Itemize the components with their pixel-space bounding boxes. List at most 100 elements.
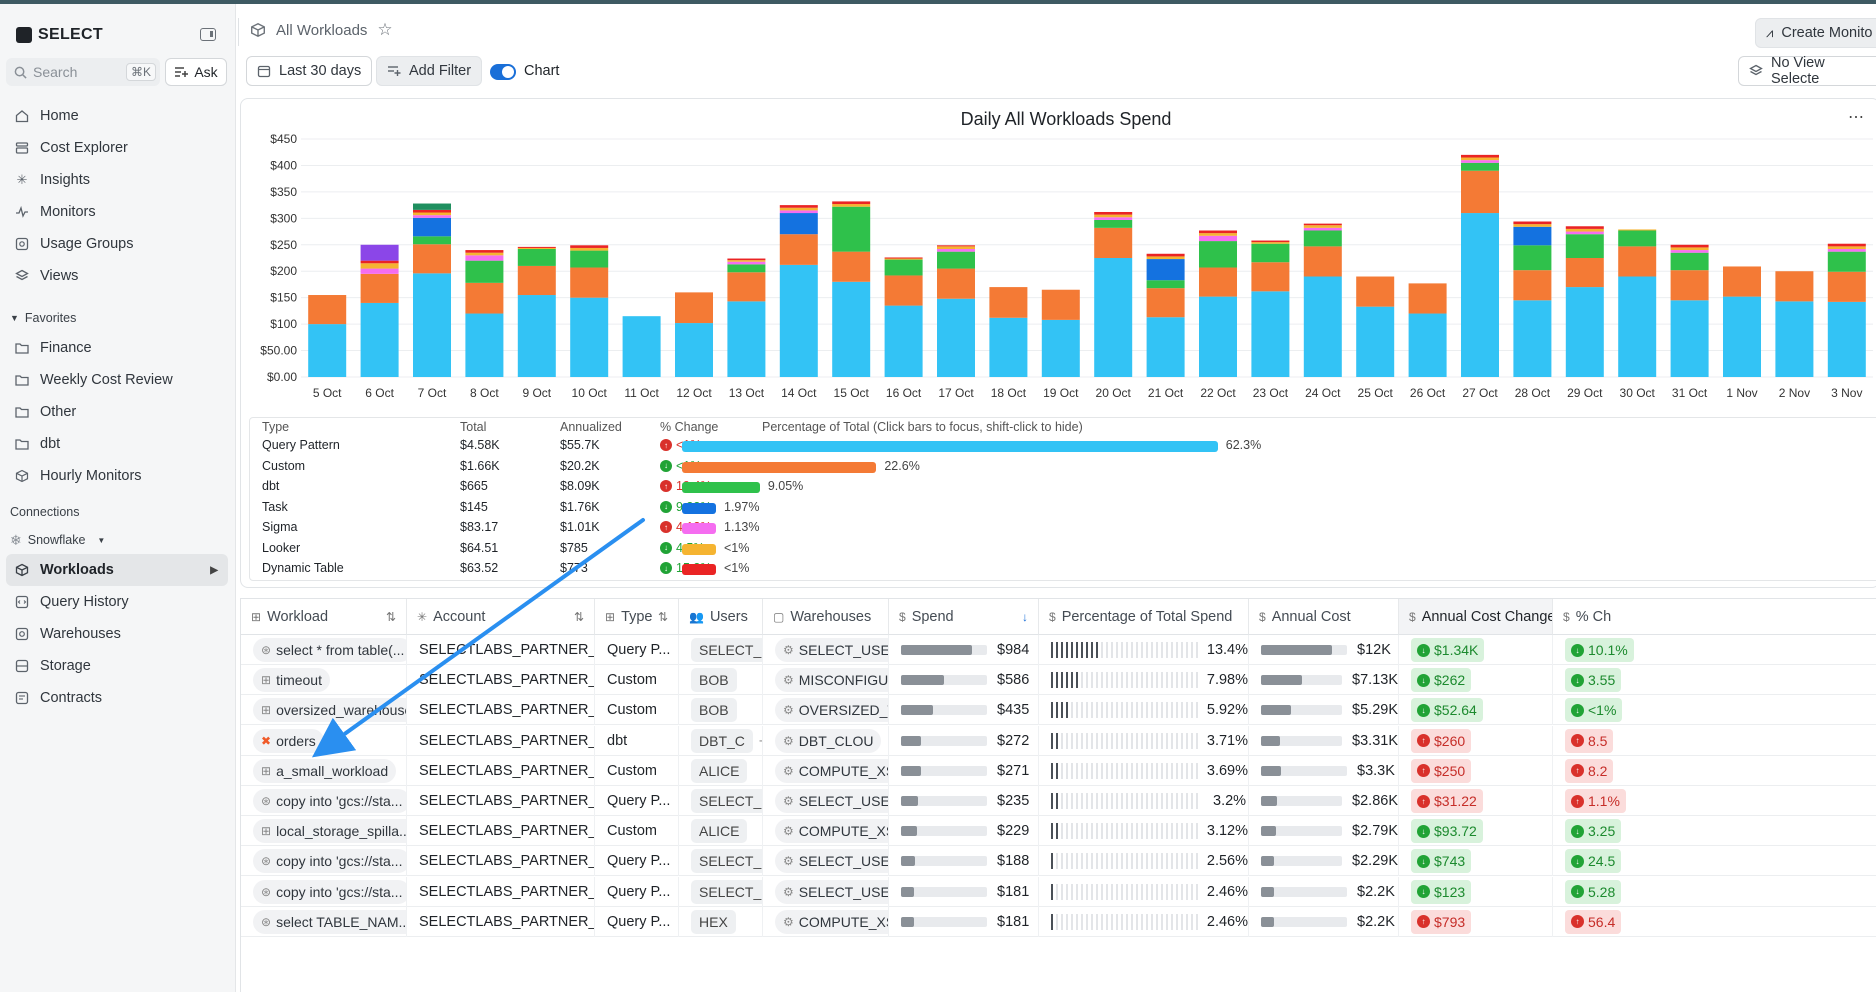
more-users-count[interactable]: +2: [759, 733, 762, 748]
bar-segment[interactable]: [1199, 233, 1237, 236]
bar-segment[interactable]: [727, 301, 766, 377]
bar-segment[interactable]: [1356, 276, 1395, 307]
workload-pill[interactable]: ⊛ copy into 'gcs://sta...: [253, 879, 406, 904]
bar-segment[interactable]: [1303, 225, 1342, 228]
column-header-type[interactable]: ⊞ Type ⇅: [595, 599, 679, 635]
warehouse-pill[interactable]: ⚙ MISCONFIGUR: [775, 668, 888, 693]
bar-segment[interactable]: [1565, 228, 1604, 232]
workload-pill[interactable]: ✖ orders: [253, 728, 324, 753]
sort-desc-icon[interactable]: ↓: [1022, 609, 1028, 624]
bar-segment[interactable]: [1513, 226, 1552, 246]
bar-segment[interactable]: [465, 255, 504, 261]
bar-segment[interactable]: [884, 275, 923, 306]
bar-segment[interactable]: [1199, 235, 1237, 242]
table-row[interactable]: ⊞ local_storage_spilla... SELECTLABS_PARTN…: [241, 816, 1876, 847]
bar-segment[interactable]: [937, 268, 975, 299]
bar-segment[interactable]: [1303, 276, 1342, 377]
bar-segment[interactable]: [727, 261, 766, 265]
bar-segment[interactable]: [1251, 262, 1290, 292]
table-row[interactable]: ⊞ timeout SELECTLABS_PARTNER_A... Custom BOB…: [241, 665, 1876, 696]
bar-segment[interactable]: [1094, 219, 1133, 228]
bar-segment[interactable]: [1775, 271, 1814, 302]
legend-row[interactable]: Dynamic Table$63.52$773↓15.3%<1%: [250, 559, 1876, 579]
nav-item-cost-explorer[interactable]: Cost Explorer: [6, 132, 228, 164]
bar-segment[interactable]: [413, 217, 451, 237]
bar-segment[interactable]: [1565, 287, 1604, 377]
favorite-item-dbt[interactable]: dbt: [6, 428, 228, 460]
bar-segment[interactable]: [570, 267, 609, 298]
bar-segment[interactable]: [779, 210, 818, 214]
sidebar-collapse-icon[interactable]: [200, 28, 216, 41]
user-tag[interactable]: BOB: [691, 668, 737, 693]
bar-segment[interactable]: [1041, 289, 1080, 320]
user-tag[interactable]: DBT_C: [691, 728, 753, 753]
workload-pill[interactable]: ⊞ oversized_warehouse: [253, 698, 406, 723]
bar-segment[interactable]: [1670, 252, 1709, 271]
legend-share-bar[interactable]: [682, 543, 716, 555]
bar-segment[interactable]: [937, 249, 975, 252]
column-header-users[interactable]: 👥 Users: [679, 599, 763, 635]
nav-item-contracts[interactable]: Contracts: [6, 682, 228, 714]
workload-pill[interactable]: ⊛ copy into 'gcs://sta...: [253, 789, 406, 813]
table-row[interactable]: ⊞ a_small_workload SELECTLABS_PARTNER_A...…: [241, 755, 1876, 786]
date-range-button[interactable]: Last 30 days: [246, 56, 373, 86]
bar-segment[interactable]: [779, 234, 818, 265]
column-header-warehouses[interactable]: ▢ Warehouses: [763, 599, 889, 635]
nav-item-warehouses[interactable]: Warehouses: [6, 618, 228, 650]
bar-segment[interactable]: [1146, 253, 1185, 257]
user-tag[interactable]: BOB: [691, 698, 737, 723]
bar-segment[interactable]: [937, 298, 975, 377]
bar-segment[interactable]: [1461, 157, 1499, 161]
bar-segment[interactable]: [1199, 241, 1237, 268]
bar-segment[interactable]: [1827, 301, 1866, 377]
column-header-percentage-of-total-spend[interactable]: $ Percentage of Total Spend: [1039, 599, 1249, 635]
bar-segment[interactable]: [1146, 259, 1185, 281]
bar-segment[interactable]: [832, 201, 871, 205]
favorite-item-hourly-monitors[interactable]: Hourly Monitors: [6, 460, 228, 492]
bar-segment[interactable]: [675, 292, 713, 324]
legend-row[interactable]: Task$145$1.76K↓9.33%1.97%: [250, 498, 1876, 518]
bar-segment[interactable]: [1618, 276, 1657, 377]
bar-segment[interactable]: [1513, 221, 1552, 225]
bar-segment[interactable]: [1565, 234, 1604, 258]
user-tag[interactable]: ALICE: [691, 819, 748, 844]
bar-segment[interactable]: [570, 250, 609, 268]
bar-segment[interactable]: [1461, 160, 1499, 163]
bar-segment[interactable]: [360, 268, 399, 274]
more-warehouses-count[interactable]: +2: [887, 733, 888, 748]
bar-segment[interactable]: [1827, 243, 1866, 247]
table-row[interactable]: ⊛ select * from table(... SELECTLABS_PARTN…: [241, 635, 1876, 665]
bar-segment[interactable]: [989, 287, 1028, 318]
bar-segment[interactable]: [1618, 230, 1657, 247]
bar-segment[interactable]: [1303, 223, 1342, 226]
favorite-item-other[interactable]: Other: [6, 396, 228, 428]
legend-row[interactable]: Looker$64.51$785↓4.5%<1%: [250, 539, 1876, 559]
bar-segment[interactable]: [1041, 319, 1080, 377]
user-tag[interactable]: ALICE: [691, 758, 748, 783]
legend-share-bar[interactable]: [682, 482, 760, 493]
table-row[interactable]: ⊛ copy into 'gcs://sta... SELECTLABS_PARTN…: [241, 876, 1876, 907]
bar-segment[interactable]: [1827, 271, 1866, 302]
more-options-icon[interactable]: ⋯: [1848, 109, 1865, 126]
legend-row[interactable]: Sigma$83.17$1.01K↑4.12%1.13%: [250, 518, 1876, 538]
bar-segment[interactable]: [779, 264, 818, 377]
view-select[interactable]: No View Selecte: [1738, 55, 1876, 87]
bar-segment[interactable]: [1670, 244, 1709, 248]
legend-share-bar[interactable]: [682, 461, 877, 473]
legend-row[interactable]: dbt$665$8.09K↑19.4%9.05%: [250, 477, 1876, 497]
favorites-toggle[interactable]: ▼ Favorites: [6, 304, 228, 332]
bar-segment[interactable]: [1251, 243, 1290, 263]
table-row[interactable]: ✖ orders SELECTLABS_PARTNER_A... dbt DBT_C +2…: [241, 725, 1876, 756]
legend-share-bar[interactable]: [682, 441, 1218, 452]
warehouse-pill[interactable]: ⚙ SELECT_USER: [775, 849, 888, 874]
bar-segment[interactable]: [1199, 230, 1237, 234]
column-header--ch[interactable]: $ % Ch: [1553, 599, 1876, 635]
column-header-annual-cost[interactable]: $ Annual Cost: [1249, 599, 1399, 635]
warehouse-pill[interactable]: ⚙ COMPUTE_XS: [775, 819, 888, 844]
nav-item-views[interactable]: Views: [6, 260, 228, 292]
bar-segment[interactable]: [517, 265, 556, 296]
bar-segment[interactable]: [1670, 300, 1709, 377]
bar-segment[interactable]: [1513, 224, 1552, 227]
bar-segment[interactable]: [1827, 251, 1866, 272]
nav-item-workloads[interactable]: Workloads ▶: [6, 554, 228, 586]
